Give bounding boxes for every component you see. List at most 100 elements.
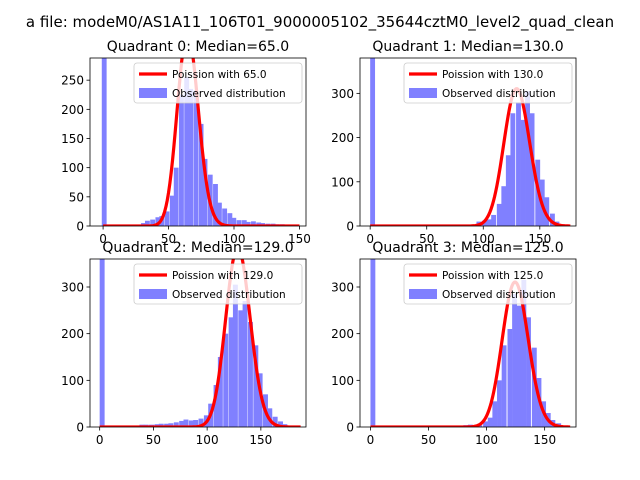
y-tick-label: 100: [61, 161, 84, 175]
y-tick-label: 200: [331, 327, 354, 341]
histogram-bar: [231, 217, 237, 226]
histogram-bar: [144, 220, 150, 226]
figure-suptitle: a file: modeM0/AS1A11_106T01_9000005102_…: [26, 13, 614, 32]
histogram-bar: [272, 416, 278, 427]
histogram-bar: [217, 357, 223, 427]
y-tick-label: 200: [61, 103, 84, 117]
chart-panel-2: Quadrant 2: Median=129.0 0 50 100 150 0 100 200…: [61, 240, 307, 447]
y-tick-label: 100: [331, 374, 354, 388]
histogram-bar: [188, 420, 194, 427]
y-tick-label: 50: [69, 190, 84, 204]
histogram-bar: [549, 213, 555, 226]
x-tick-label: 150: [528, 232, 551, 246]
histogram-bar: [216, 202, 222, 226]
chart-panel-1: Quadrant 1: Median=130.0 0 50 100 150 0 100 200…: [331, 39, 577, 246]
legend: Poission with 65.0 Observed distribution: [133, 62, 303, 104]
poisson-curve: [99, 259, 302, 427]
histogram-bar: [173, 422, 179, 427]
histogram-bar: [188, 88, 194, 226]
x-tick-label: 50: [419, 232, 434, 246]
legend-label-poisson: Poission with 65.0: [172, 69, 267, 81]
histogram-bar: [501, 345, 507, 427]
histogram-bar: [99, 259, 105, 427]
x-tick-label: 50: [161, 232, 176, 246]
histogram-bar: [497, 380, 502, 427]
x-tick-label: 100: [223, 232, 246, 246]
legend: Poission with 125.0 Observed distribution: [403, 263, 573, 305]
poisson-curve: [102, 58, 300, 226]
x-tick-label: 100: [196, 433, 219, 447]
histogram-bar: [179, 420, 185, 427]
legend: Poission with 129.0 Observed distribution: [133, 263, 303, 305]
histogram-bar: [251, 221, 256, 226]
histogram-bar: [501, 186, 507, 226]
axes-frame: [89, 57, 307, 227]
histogram-bar: [232, 284, 238, 427]
histogram-bar: [179, 94, 184, 226]
legend-label-observed: Observed distribution: [442, 289, 556, 301]
x-tick-label: 0: [99, 232, 107, 246]
histogram-bar: [183, 419, 189, 427]
legend-label-poisson: Poission with 125.0: [442, 270, 543, 282]
axes-frame: [359, 57, 577, 227]
histogram-bar: [486, 219, 492, 226]
chart-panel-0: Quadrant 0: Median=65.0 0 50 100 150 0 50 100 15…: [61, 39, 311, 246]
histogram-bar: [505, 155, 511, 226]
x-tick-label: 150: [249, 433, 272, 447]
histogram-bar: [198, 418, 204, 427]
chart-title: Quadrant 1: Median=130.0: [372, 39, 563, 55]
histogram-bar: [525, 91, 530, 226]
y-tick-label: 0: [346, 421, 354, 435]
y-tick-label: 100: [61, 374, 84, 388]
y-tick-label: 200: [61, 327, 84, 341]
legend-label-observed: Observed distribution: [172, 289, 286, 301]
panels: Quadrant 0: Median=65.0 0 50 100 150 0 50 100 15…: [61, 39, 577, 447]
histogram-bar: [155, 217, 161, 226]
histogram-bar: [516, 305, 522, 427]
histogram-bar: [370, 58, 376, 226]
histogram-bar: [158, 423, 164, 427]
y-tick-label: 250: [61, 74, 84, 88]
histogram-bar: [507, 329, 513, 427]
histogram-bar: [169, 195, 175, 226]
histogram-bar: [531, 347, 537, 427]
legend-box: [133, 263, 303, 305]
axes-frame: [359, 258, 577, 428]
histogram-bar: [483, 421, 488, 427]
histogram-bar: [242, 301, 248, 427]
x-tick-label: 0: [96, 433, 104, 447]
legend-label-observed: Observed distribution: [442, 88, 556, 100]
histogram-bar: [222, 208, 228, 226]
y-tick-label: 300: [61, 281, 84, 295]
histogram-bar: [227, 213, 233, 226]
legend-box: [403, 62, 573, 104]
y-tick-label: 150: [61, 132, 84, 146]
histogram-bar: [168, 423, 174, 427]
chart-title: Quadrant 2: Median=129.0: [102, 240, 293, 256]
histogram-bar: [164, 211, 170, 226]
histogram-bar: [184, 77, 190, 226]
histogram-bar: [236, 220, 242, 226]
histogram-bar: [247, 322, 253, 427]
x-tick-label: 0: [366, 232, 374, 246]
histogram-bar: [241, 220, 247, 226]
legend-box: [133, 62, 303, 104]
histogram-bar: [238, 310, 244, 427]
y-tick-label: 300: [331, 87, 354, 101]
histogram-bar: [529, 113, 535, 226]
histogram-bar: [544, 197, 550, 226]
histogram-bar: [510, 113, 516, 226]
legend-bar-swatch: [139, 88, 167, 98]
x-tick-label: 100: [472, 232, 495, 246]
histogram-bar: [193, 90, 199, 226]
histogram-bar: [256, 222, 262, 226]
y-tick-label: 0: [76, 220, 84, 234]
histogram-bar: [278, 421, 284, 427]
histogram-bar: [150, 219, 156, 226]
chart-title: Quadrant 3: Median=125.0: [372, 240, 563, 256]
histogram-bar: [223, 333, 229, 427]
histogram-bar: [193, 420, 199, 427]
histogram-bar: [164, 423, 170, 427]
x-tick-label: 150: [288, 232, 311, 246]
